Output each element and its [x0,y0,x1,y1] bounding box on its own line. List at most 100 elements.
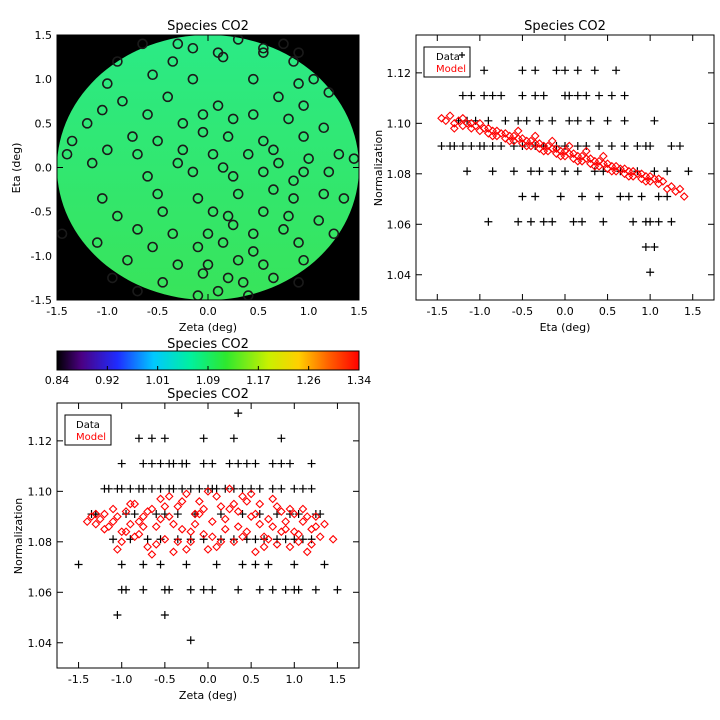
map-point [258,206,269,217]
data-point [251,459,260,468]
data-point [238,560,247,569]
map-point [248,73,259,85]
data-point [548,167,557,176]
data-point [277,484,286,493]
model-point [147,550,157,559]
map-point [227,113,239,125]
data-point [139,484,148,493]
model-point [628,166,638,176]
data-point [599,217,608,226]
data-point [535,116,544,125]
x-tick-label: 1.5 [329,673,347,686]
data-point [535,167,544,176]
model-point [177,524,187,534]
map-point [288,175,299,187]
data-point [646,268,655,277]
colorbar-tick-label: 1.01 [145,374,170,387]
map-point [298,166,309,178]
model-point [164,492,174,501]
data-point [139,459,148,468]
model-point [272,502,282,511]
map-point [323,87,335,98]
data-point [620,91,629,100]
data-point [147,484,156,493]
eta-title: Species CO2 [524,19,606,34]
zeta-title: Species CO2 [167,387,249,402]
map-point [248,109,259,120]
model-point [207,532,217,542]
model-point [272,539,282,549]
data-point [225,459,234,468]
model-point [483,124,493,133]
model-point [445,111,455,121]
data-point [467,91,476,100]
model-point [518,134,527,143]
data-point [160,611,169,619]
data-point [165,585,174,594]
model-point [138,522,148,532]
data-point [590,167,599,176]
data-point [509,142,518,151]
data-point [573,116,582,125]
data-point [281,585,290,594]
data-point [255,585,264,594]
model-point [95,514,105,524]
model-point [216,502,226,511]
map-point [212,285,224,297]
data-point [518,66,527,75]
map-point [293,237,304,248]
map-point [232,254,244,266]
model-point [505,136,515,146]
map-point [248,228,259,240]
model-point [488,131,498,141]
zeta-x-axis: -1.5 -1.0 -0.5 0.0 0.5 1.0 1.5 [68,403,346,686]
x-tick-label: 0.5 [250,305,268,318]
map-point [293,78,304,89]
data-point [607,91,616,100]
map-point [227,219,239,231]
data-point [130,510,139,519]
map-point [162,91,174,103]
data-point [268,585,277,594]
y-tick-label: 1.10 [28,485,53,498]
x-tick-label: -1.0 [111,673,132,686]
map-point [318,122,330,134]
map-point [227,171,239,182]
map-point [268,272,279,284]
data-point [268,459,277,468]
colorbar-tick-label: 1.09 [196,374,221,387]
model-point [233,507,243,516]
model-point [556,151,566,161]
model-point [203,545,213,554]
data-point [117,560,126,569]
data-point [126,484,135,493]
data-point [480,66,489,75]
model-point [238,532,247,542]
map-x-axis: -1.5 -1.0 -0.5 0.0 0.5 1.0 1.5 [46,35,368,318]
data-point [497,142,506,151]
model-point [121,527,131,537]
model-point [125,519,135,529]
zeta-legend: Data Model [64,414,112,446]
data-point [307,535,316,544]
colorbar-panel: Species CO2 0.84 0.92 1.01 1.09 1.17 1.26 1.34 [45,337,372,387]
data-point [229,434,238,443]
map-point [333,148,345,160]
model-point [281,517,291,526]
data-point [467,142,476,151]
map-point [112,210,123,222]
map-point [192,193,204,204]
map-point [202,259,214,270]
map-point [102,78,113,89]
map-point [298,131,309,142]
data-point [169,484,178,493]
data-point [147,459,156,468]
data-point [234,409,243,418]
data-point [277,434,286,443]
map-point [187,73,199,85]
map-point [197,109,209,120]
map-point [112,56,123,67]
model-point [509,131,519,141]
model-point [637,169,647,179]
x-tick-label: -0.5 [512,305,533,318]
